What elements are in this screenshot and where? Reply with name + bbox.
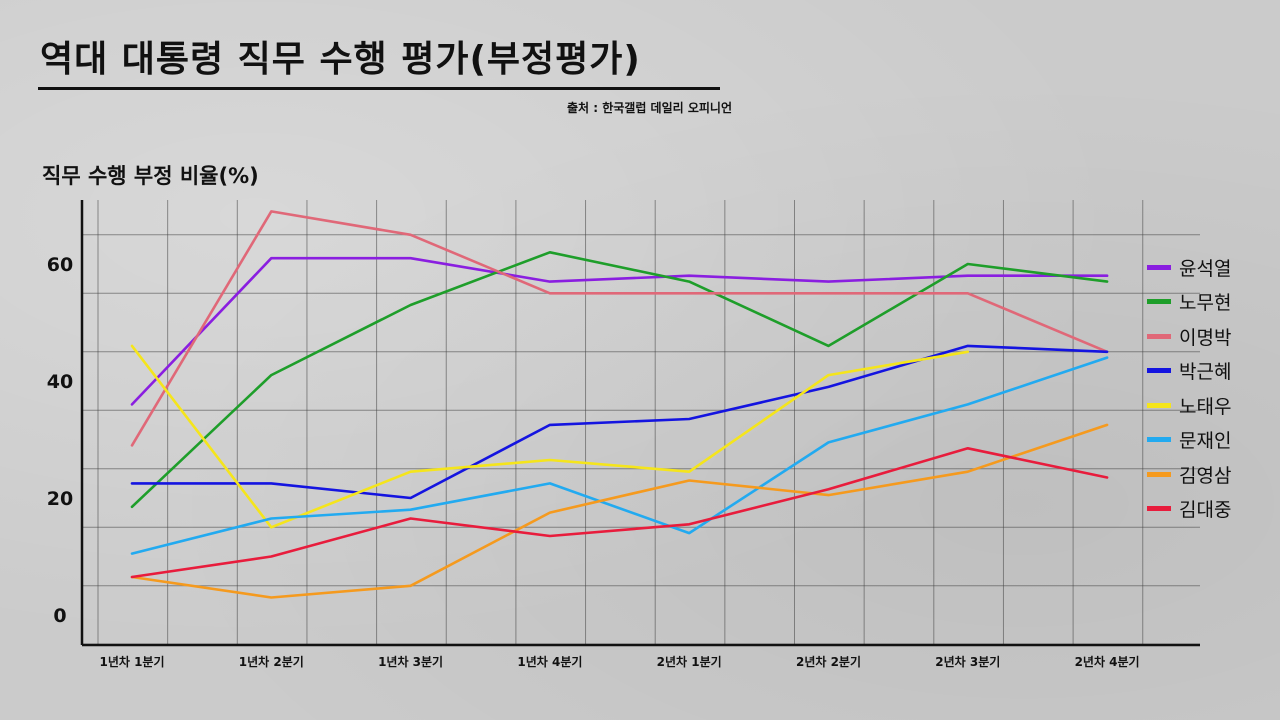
- legend-item: 윤석열: [1147, 250, 1231, 285]
- chart-axes: [80, 200, 1200, 647]
- legend-label: 김대중: [1179, 499, 1232, 522]
- series-line-2: [130, 251, 1109, 509]
- series-line-4: [130, 344, 1109, 500]
- legend-item: 김대중: [1147, 492, 1231, 527]
- legend-item: 김영삼: [1147, 457, 1231, 492]
- x-tick-label: 1년차 1분기: [99, 654, 164, 669]
- series-line-6: [130, 356, 1109, 555]
- series-line-1: [130, 256, 1109, 406]
- series-line-3: [130, 210, 1109, 447]
- legend-swatch: [1147, 437, 1171, 443]
- legend-item: 노태우: [1147, 388, 1231, 423]
- legend-label: 이명박: [1179, 326, 1232, 349]
- legend-item: 문재인: [1147, 423, 1231, 458]
- series-line-8: [130, 446, 1109, 579]
- legend-swatch: [1147, 368, 1171, 374]
- y-tick-label: 20: [47, 488, 73, 510]
- y-tick-label: 0: [53, 605, 66, 627]
- title-underline: [38, 87, 720, 90]
- y-tick-label: 60: [47, 254, 73, 276]
- y-axis-title: 직무 수행 부정 비율(%): [42, 164, 259, 188]
- source-note: 출처 : 한국갤럽 데일리 오피니언: [566, 101, 732, 115]
- legend-label: 노무현: [1179, 292, 1232, 315]
- y-tick-label: 40: [47, 371, 73, 393]
- x-tick-label: 1년차 2분기: [239, 654, 304, 669]
- legend-swatch: [1147, 402, 1171, 408]
- x-tick-label: 2년차 1분기: [657, 654, 722, 669]
- legend-swatch: [1147, 333, 1171, 339]
- legend-label: 김영삼: [1179, 464, 1232, 487]
- y-tick-labels: 0 20 40 60: [47, 254, 73, 627]
- x-tick-label: 2년차 3분기: [935, 654, 1000, 669]
- x-tick-label: 1년차 4분기: [517, 654, 582, 669]
- legend-item: 노무현: [1147, 285, 1231, 320]
- legend-label: 박근혜: [1179, 361, 1232, 384]
- x-tick-label: 1년차 3분기: [378, 654, 443, 669]
- chart-grid: [82, 200, 1200, 645]
- legend-swatch: [1147, 299, 1171, 305]
- legend-swatch: [1147, 264, 1171, 270]
- x-tick-label: 2년차 4분기: [1075, 654, 1140, 669]
- series-line-7: [130, 423, 1109, 599]
- legend-item: 박근혜: [1147, 354, 1231, 389]
- legend-label: 노태우: [1179, 395, 1232, 418]
- page-title: 역대 대통령 직무 수행 평가(부정평가): [40, 39, 641, 80]
- series-lines: [130, 210, 1109, 599]
- legend-item: 이명박: [1147, 319, 1231, 354]
- series-line-5: [130, 344, 970, 529]
- legend-swatch: [1147, 506, 1171, 512]
- legend-label: 윤석열: [1179, 257, 1232, 280]
- x-tick-labels: 1년차 1분기 1년차 2분기 1년차 3분기 1년차 4분기 2년차 1분기 2년차 2…: [99, 654, 1139, 669]
- x-tick-label: 2년차 2분기: [796, 654, 861, 669]
- legend-label: 문재인: [1179, 430, 1232, 453]
- legend-swatch: [1147, 471, 1171, 477]
